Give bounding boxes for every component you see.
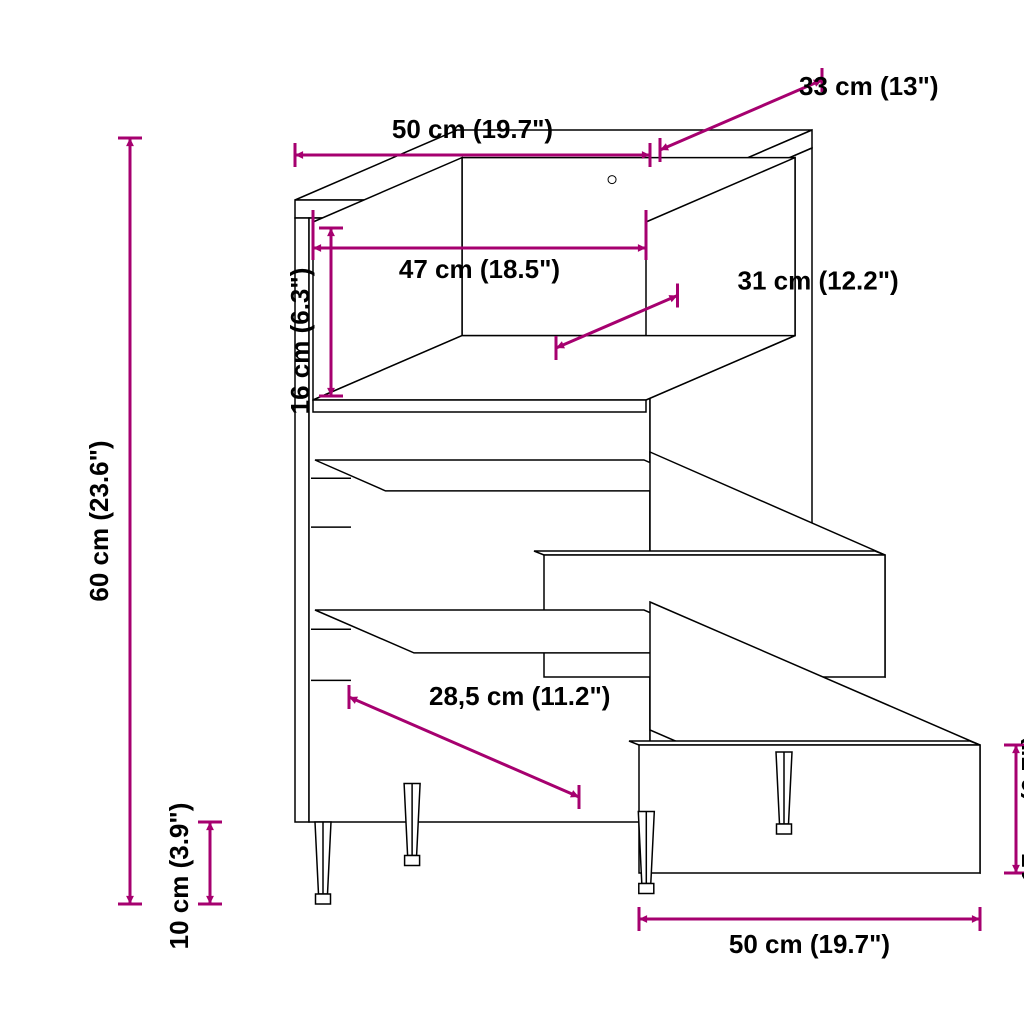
label-shelf-w: 47 cm (18.5") bbox=[399, 254, 560, 284]
label-drawer-d: 28,5 cm (11.2") bbox=[429, 681, 610, 711]
label-shelf-d: 31 cm (12.2") bbox=[738, 266, 899, 296]
drawing-stroke bbox=[639, 884, 654, 894]
drawing-stroke bbox=[639, 745, 980, 873]
label-drawer-w: 50 cm (19.7") bbox=[729, 929, 890, 959]
drawing-stroke bbox=[313, 400, 646, 412]
label-drawer-h: 17 cm (6.7") bbox=[1016, 736, 1024, 883]
label-height: 60 cm (23.6") bbox=[84, 440, 114, 601]
label-width-top: 50 cm (19.7") bbox=[392, 114, 553, 144]
drawing-stroke bbox=[316, 894, 331, 904]
label-depth-top: 33 cm (13") bbox=[799, 71, 939, 101]
label-leg-h: 10 cm (3.9") bbox=[164, 803, 194, 950]
drawing-stroke bbox=[777, 824, 792, 834]
drawing-stroke bbox=[405, 856, 420, 866]
label-open-h: 16 cm (6.3") bbox=[285, 268, 315, 415]
